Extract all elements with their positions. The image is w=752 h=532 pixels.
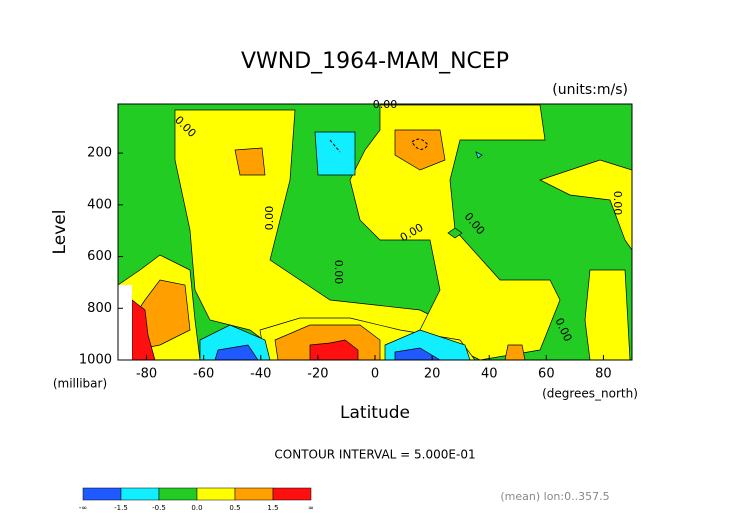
x-tick-label: 80 (595, 367, 612, 382)
footer-note: (mean) lon:0..357.5 (500, 490, 609, 503)
colorbar-label: -0.5 (152, 504, 166, 512)
colorbar-swatch (234, 487, 274, 501)
y-tick-label: 200 (87, 146, 112, 161)
contour-label: 0.00 (263, 206, 276, 231)
contour-region (475, 151, 483, 159)
y-tick-label: 400 (87, 197, 112, 212)
colorbar-swatch (196, 487, 236, 501)
contour-region (504, 344, 526, 361)
colorbar-swatch (120, 487, 160, 501)
contour-region (539, 159, 633, 252)
colorbar-swatch (272, 487, 312, 501)
colorbar-swatch (158, 487, 198, 501)
colorbar-label: 0.5 (229, 504, 240, 512)
contour-field (117, 104, 633, 361)
contour-interval: CONTOUR INTERVAL = 5.000E-01 (274, 448, 475, 462)
y-tick-label: 600 (87, 249, 112, 264)
contour-region (394, 129, 446, 171)
x-tick-label: 60 (538, 367, 555, 382)
colorbar-label: ∞ (308, 504, 314, 512)
colorbar-label: 1.5 (267, 504, 278, 512)
y-axis-title: Level (50, 210, 70, 255)
x-tick-label: 40 (481, 367, 498, 382)
contour-label: 0.00 (611, 191, 624, 216)
contour-region (447, 227, 463, 239)
missing-region (118, 285, 132, 360)
contour-region (314, 131, 356, 176)
y-axis-units: (millibar) (53, 377, 107, 391)
x-axis-title: Latitude (340, 403, 410, 423)
x-tick-label: -40 (250, 367, 271, 382)
y-tick-label: 800 (87, 301, 112, 316)
x-tick-label: 20 (424, 367, 441, 382)
contour-line (329, 138, 429, 153)
colorbar-swatch (82, 487, 122, 501)
x-tick-label: 0 (371, 367, 379, 382)
colorbar-label: -1.5 (114, 504, 128, 512)
x-tick-label: -60 (193, 367, 214, 382)
y-tick-label: 1000 (79, 353, 112, 368)
colorbar-label: -∞ (79, 504, 87, 512)
x-tick-label: -80 (136, 367, 157, 382)
contour-region (234, 147, 266, 176)
contour-region (584, 269, 631, 361)
colorbar-label: 0.0 (191, 504, 202, 512)
chart-title: VWND_1964-MAM_NCEP (241, 49, 509, 74)
x-axis-units: (degrees_north) (542, 387, 638, 401)
x-tick-label: -20 (307, 367, 328, 382)
units-label: (units:m/s) (552, 82, 628, 98)
contour-label: 0.00 (332, 260, 345, 285)
